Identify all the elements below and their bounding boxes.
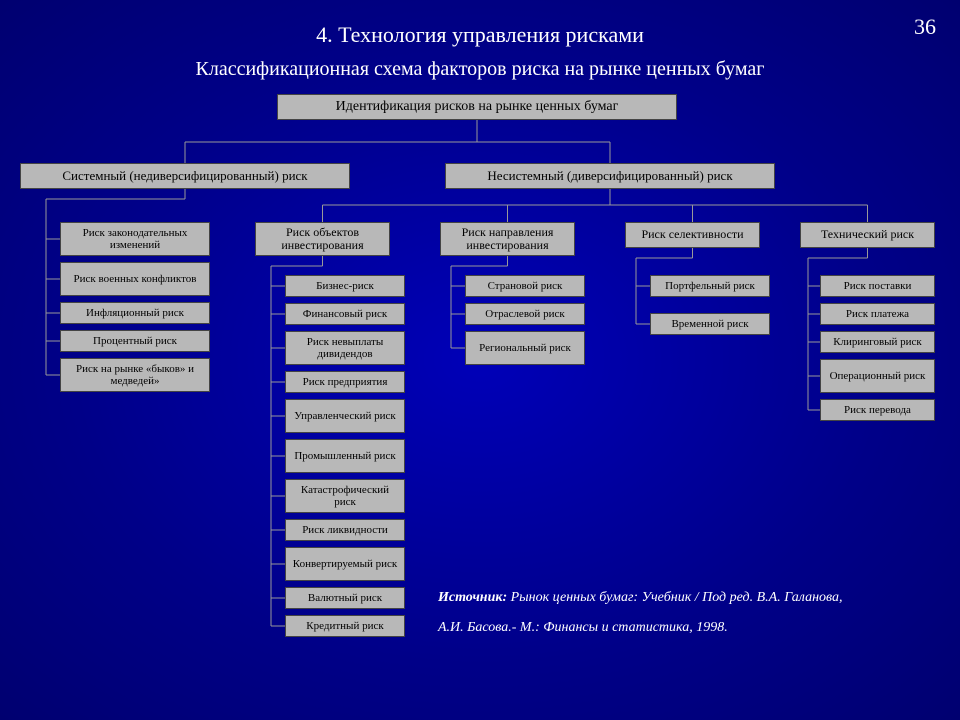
obj-leaf-6: Катастрофический риск	[285, 479, 405, 513]
root-box: Идентификация рисков на рынке ценных бум…	[277, 94, 677, 120]
obj-leaf-3: Риск предприятия	[285, 371, 405, 393]
sys-leaf-0: Риск законодательных изменений	[60, 222, 210, 256]
sys-leaf-1: Риск военных конфликтов	[60, 262, 210, 296]
source-line-2: А.И. Басова.- М.: Финансы и статистика, …	[438, 620, 918, 636]
unsys-cat-2: Риск селективности	[625, 222, 760, 248]
source-label: Источник:	[438, 590, 507, 605]
obj-leaf-10: Кредитный риск	[285, 615, 405, 637]
page-title: 4. Технология управления рисками	[0, 22, 960, 48]
tech-leaf-0: Риск поставки	[820, 275, 935, 297]
page-subtitle: Классификационная схема факторов риска н…	[0, 58, 960, 81]
unsys-cat-3: Технический риск	[800, 222, 935, 248]
napr-leaf-1: Отраслевой риск	[465, 303, 585, 325]
source-text-1: Рынок ценных бумаг: Учебник / Под ред. В…	[507, 590, 842, 605]
obj-leaf-4: Управленческий риск	[285, 399, 405, 433]
obj-leaf-0: Бизнес-риск	[285, 275, 405, 297]
obj-leaf-9: Валютный риск	[285, 587, 405, 609]
sys-leaf-2: Инфляционный риск	[60, 302, 210, 324]
source-line-1: Источник: Рынок ценных бумаг: Учебник / …	[438, 590, 918, 606]
sel-leaf-1: Временной риск	[650, 313, 770, 335]
unsys-cat-1: Риск направления инвестирования	[440, 222, 575, 256]
tech-leaf-2: Клиринговый риск	[820, 331, 935, 353]
sys-leaf-3: Процентный риск	[60, 330, 210, 352]
tech-leaf-1: Риск платежа	[820, 303, 935, 325]
obj-leaf-5: Промышленный риск	[285, 439, 405, 473]
tech-leaf-3: Операционный риск	[820, 359, 935, 393]
tech-leaf-4: Риск перевода	[820, 399, 935, 421]
obj-leaf-8: Конвертируемый риск	[285, 547, 405, 581]
obj-leaf-2: Риск невыплаты дивидендов	[285, 331, 405, 365]
level1-box-1: Несистемный (диверсифицированный) риск	[445, 163, 775, 189]
level1-box-0: Системный (недиверсифицированный) риск	[20, 163, 350, 189]
obj-leaf-1: Финансовый риск	[285, 303, 405, 325]
sel-leaf-0: Портфельный риск	[650, 275, 770, 297]
sys-leaf-4: Риск на рынке «быков» и медведей»	[60, 358, 210, 392]
napr-leaf-0: Страновой риск	[465, 275, 585, 297]
obj-leaf-7: Риск ликвидности	[285, 519, 405, 541]
napr-leaf-2: Региональный риск	[465, 331, 585, 365]
unsys-cat-0: Риск объектов инвестирования	[255, 222, 390, 256]
